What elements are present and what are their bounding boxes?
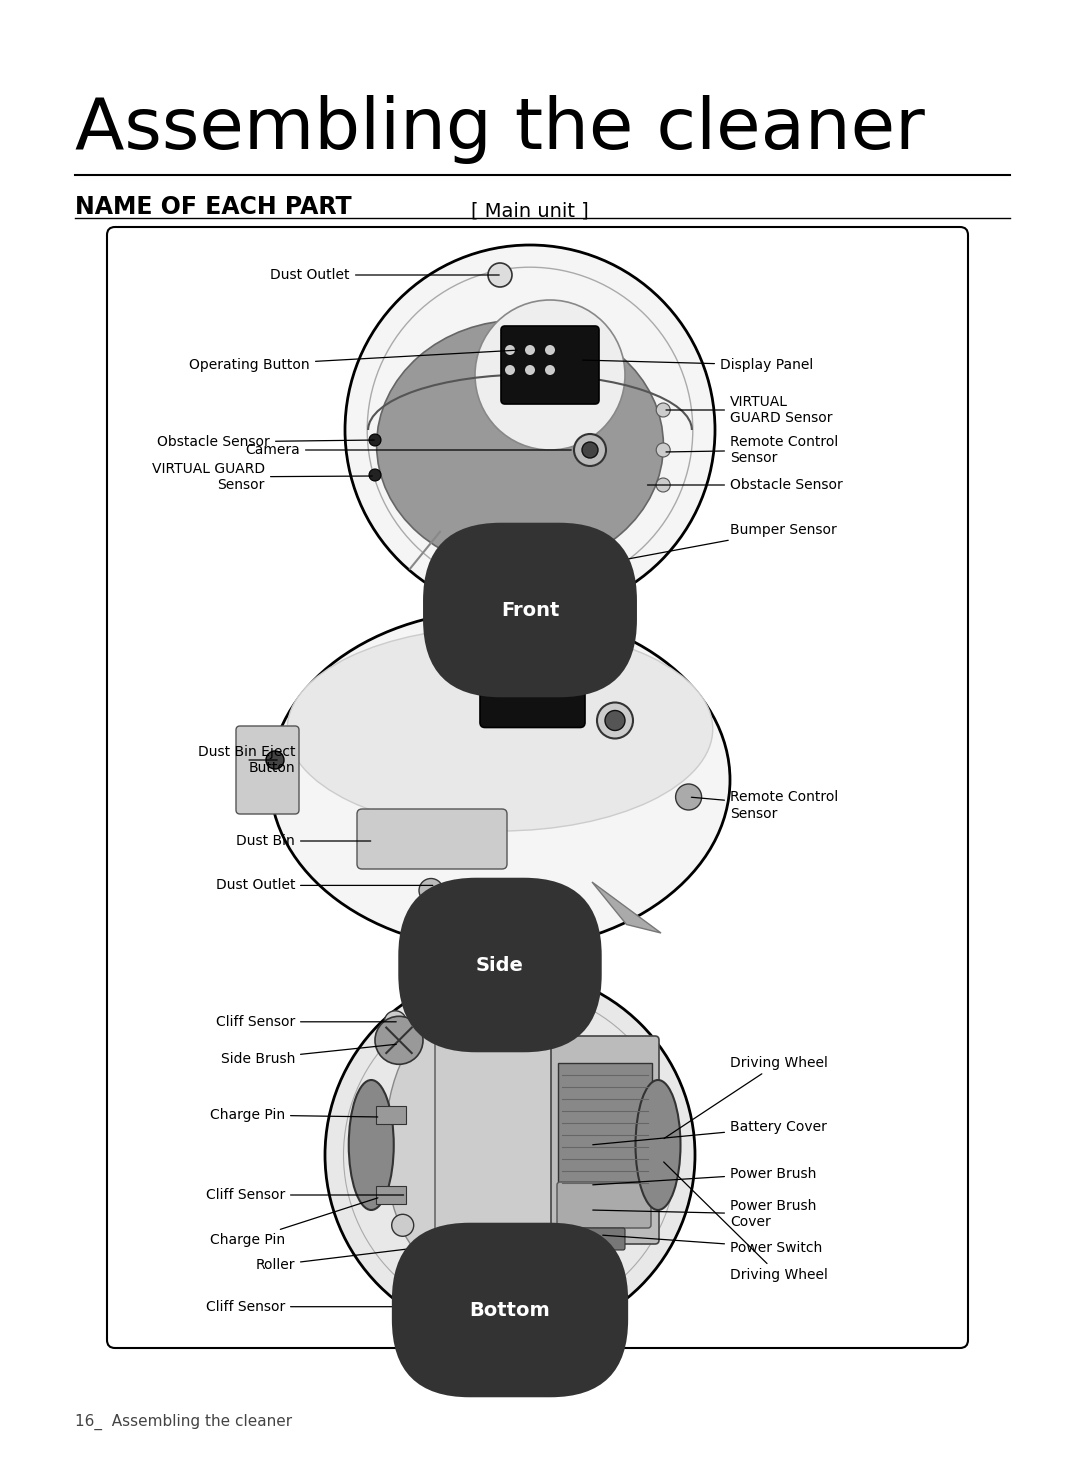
Circle shape <box>369 469 381 480</box>
Circle shape <box>419 878 443 902</box>
Text: Power Switch: Power Switch <box>603 1235 822 1255</box>
Polygon shape <box>592 881 661 933</box>
FancyBboxPatch shape <box>237 726 299 814</box>
Circle shape <box>597 702 633 739</box>
Ellipse shape <box>445 1230 515 1250</box>
Text: Dust Outlet: Dust Outlet <box>216 878 433 892</box>
FancyBboxPatch shape <box>376 1106 406 1124</box>
FancyBboxPatch shape <box>357 809 507 870</box>
Text: Cliff Sensor: Cliff Sensor <box>216 1015 396 1028</box>
Text: Dust Bin: Dust Bin <box>237 834 370 848</box>
FancyBboxPatch shape <box>435 1036 561 1275</box>
Text: Side: Side <box>476 955 524 974</box>
Text: Obstacle Sensor: Obstacle Sensor <box>648 477 842 492</box>
Circle shape <box>657 444 671 457</box>
Text: Driving Wheel: Driving Wheel <box>664 1056 828 1138</box>
Text: Roller: Roller <box>256 1240 480 1272</box>
Circle shape <box>525 345 535 355</box>
Text: Front: Front <box>501 601 559 620</box>
Text: Charge Pin: Charge Pin <box>210 1197 378 1247</box>
Text: Power Brush
Cover: Power Brush Cover <box>593 1199 816 1230</box>
Text: Charge Pin: Charge Pin <box>210 1108 378 1122</box>
Ellipse shape <box>635 1080 680 1210</box>
Text: Operating Button: Operating Button <box>189 350 517 372</box>
Circle shape <box>657 403 671 417</box>
Ellipse shape <box>377 320 663 570</box>
Text: Assembling the cleaner: Assembling the cleaner <box>75 95 924 165</box>
Circle shape <box>345 245 715 616</box>
Circle shape <box>505 345 515 355</box>
Circle shape <box>325 970 696 1340</box>
Text: Cliff Sensor: Cliff Sensor <box>206 1300 526 1313</box>
Circle shape <box>467 892 487 912</box>
Text: VIRTUAL
GUARD Sensor: VIRTUAL GUARD Sensor <box>666 395 833 425</box>
FancyBboxPatch shape <box>501 326 599 404</box>
Text: 16_  Assembling the cleaner: 16_ Assembling the cleaner <box>75 1415 292 1431</box>
Text: Remote Control
Sensor: Remote Control Sensor <box>666 435 838 466</box>
Circle shape <box>475 300 625 450</box>
Ellipse shape <box>384 1019 515 1271</box>
FancyBboxPatch shape <box>551 1036 659 1244</box>
Text: VIRTUAL GUARD
Sensor: VIRTUAL GUARD Sensor <box>152 461 373 492</box>
Circle shape <box>525 364 535 375</box>
Text: Bumper Sensor: Bumper Sensor <box>625 523 837 560</box>
Text: Dust Bin Eject
Button: Dust Bin Eject Button <box>198 745 295 776</box>
Circle shape <box>545 364 555 375</box>
Circle shape <box>545 345 555 355</box>
FancyBboxPatch shape <box>557 1183 651 1228</box>
Text: Driving Wheel: Driving Wheel <box>664 1162 828 1282</box>
Text: Battery Cover: Battery Cover <box>593 1121 827 1144</box>
Text: Bottom: Bottom <box>470 1300 551 1319</box>
Circle shape <box>605 711 625 730</box>
Text: Obstacle Sensor: Obstacle Sensor <box>158 435 375 450</box>
FancyBboxPatch shape <box>566 1228 625 1250</box>
Text: Side Brush: Side Brush <box>220 1044 396 1066</box>
Circle shape <box>375 1017 423 1065</box>
Circle shape <box>514 1296 536 1318</box>
Ellipse shape <box>349 1080 394 1210</box>
Circle shape <box>369 433 381 447</box>
Circle shape <box>582 442 598 458</box>
Circle shape <box>384 1011 406 1033</box>
FancyBboxPatch shape <box>107 228 968 1349</box>
Circle shape <box>573 433 606 466</box>
Circle shape <box>392 1215 414 1237</box>
Ellipse shape <box>270 610 730 950</box>
Circle shape <box>657 477 671 492</box>
Text: NAME OF EACH PART: NAME OF EACH PART <box>75 195 352 219</box>
FancyBboxPatch shape <box>480 648 585 727</box>
Text: Display Panel: Display Panel <box>583 358 813 372</box>
Circle shape <box>266 751 284 768</box>
Text: [ Main unit ]: [ Main unit ] <box>471 201 589 220</box>
Text: Remote Control
Sensor: Remote Control Sensor <box>691 790 838 821</box>
Text: Cliff Sensor: Cliff Sensor <box>206 1188 404 1202</box>
Circle shape <box>488 263 512 286</box>
FancyBboxPatch shape <box>558 1064 652 1187</box>
Text: Dust Outlet: Dust Outlet <box>270 267 499 282</box>
Text: Power Brush: Power Brush <box>593 1166 816 1185</box>
Circle shape <box>505 364 515 375</box>
Ellipse shape <box>287 627 713 831</box>
FancyBboxPatch shape <box>376 1185 406 1205</box>
Text: Camera: Camera <box>245 444 571 457</box>
Circle shape <box>676 784 702 809</box>
